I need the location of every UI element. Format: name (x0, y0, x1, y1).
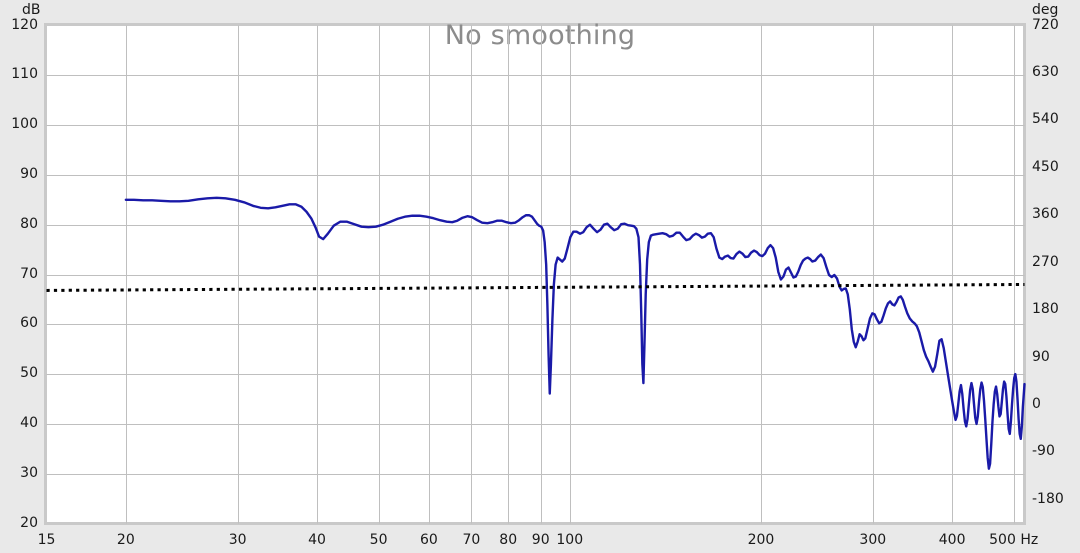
left-axis-tick-label: 50 (20, 365, 38, 382)
left-axis-unit: dB (22, 2, 41, 18)
x-axis-tick-label: 100 (556, 532, 584, 548)
right-axis-tick-label: 180 (1032, 301, 1059, 318)
x-axis-tick-label: 40 (308, 532, 326, 548)
x-axis-tick-label: 90 (531, 532, 550, 548)
left-axis-tick-label: 100 (11, 116, 38, 133)
x-axis-tick-label: 30 (228, 532, 247, 548)
left-axis-tick-label: 120 (11, 16, 38, 33)
right-axis-tick-label: -180 (1032, 490, 1064, 507)
right-axis-tick-label: 630 (1032, 63, 1059, 80)
left-axis-tick-label: 40 (20, 414, 38, 431)
x-axis-tick-label: 80 (499, 532, 518, 548)
x-axis-tick-label: 50 (369, 532, 388, 548)
left-axis-tick-label: 30 (20, 464, 38, 481)
right-axis-tick-label: 360 (1032, 206, 1059, 223)
x-axis-tick-label: 500 Hz (989, 532, 1039, 548)
left-axis-tick-label: 80 (20, 215, 38, 232)
plot-area (44, 23, 1026, 525)
right-axis-tick-label: 450 (1032, 158, 1059, 175)
x-axis-tick-label: 70 (462, 532, 481, 548)
left-axis-tick-label: 90 (20, 165, 38, 182)
x-axis-tick-label: 15 (37, 532, 56, 548)
right-axis-tick-label: 540 (1032, 111, 1059, 128)
chart-title: No smoothing (444, 20, 636, 51)
x-axis-tick-label: 20 (116, 532, 135, 548)
left-axis-tick-label: 60 (20, 315, 38, 332)
left-axis-tick-label: 70 (20, 265, 38, 282)
x-axis-tick-label: 60 (419, 532, 438, 548)
left-axis-tick-label: 110 (11, 66, 38, 83)
right-axis-tick-label: 90 (1032, 348, 1050, 365)
x-axis-tick-label: 400 (938, 532, 966, 548)
right-axis-tick-label: -90 (1032, 443, 1055, 460)
right-axis-tick-label: 720 (1032, 16, 1059, 33)
right-axis-tick-label: 270 (1032, 253, 1059, 270)
x-axis-tick-label: 300 (859, 532, 887, 548)
left-axis-tick-label: 20 (20, 514, 38, 531)
right-axis-tick-label: 0 (1032, 395, 1041, 412)
x-axis-tick-label: 200 (747, 532, 775, 548)
right-axis-unit: deg (1032, 2, 1059, 18)
